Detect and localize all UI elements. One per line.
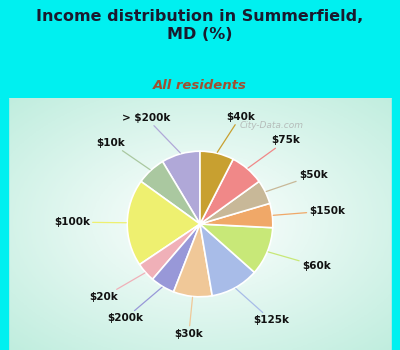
Text: > $200k: > $200k	[122, 113, 180, 153]
Text: $60k: $60k	[268, 252, 331, 271]
Wedge shape	[200, 224, 273, 272]
Text: $10k: $10k	[97, 138, 150, 170]
Wedge shape	[152, 224, 200, 292]
Text: Income distribution in Summerfield,
MD (%): Income distribution in Summerfield, MD (…	[36, 9, 364, 42]
Text: $30k: $30k	[174, 298, 203, 338]
Wedge shape	[200, 159, 259, 224]
Text: $75k: $75k	[248, 135, 301, 168]
Text: $125k: $125k	[236, 288, 290, 325]
Wedge shape	[174, 224, 212, 297]
Text: $40k: $40k	[217, 112, 255, 152]
Wedge shape	[127, 181, 200, 265]
Text: $50k: $50k	[266, 170, 328, 191]
Wedge shape	[141, 162, 200, 224]
Text: $200k: $200k	[107, 287, 162, 323]
Text: All residents: All residents	[153, 79, 247, 92]
Text: $100k: $100k	[54, 217, 126, 227]
Wedge shape	[200, 203, 273, 228]
Wedge shape	[200, 224, 254, 296]
Wedge shape	[140, 224, 200, 279]
Text: $20k: $20k	[89, 273, 145, 302]
Text: $150k: $150k	[273, 206, 345, 216]
Text: City-Data.com: City-Data.com	[240, 121, 304, 130]
Wedge shape	[200, 151, 233, 224]
Bar	[0, 98, 8, 350]
Wedge shape	[162, 151, 200, 224]
Wedge shape	[200, 181, 270, 224]
Bar	[392, 98, 400, 350]
